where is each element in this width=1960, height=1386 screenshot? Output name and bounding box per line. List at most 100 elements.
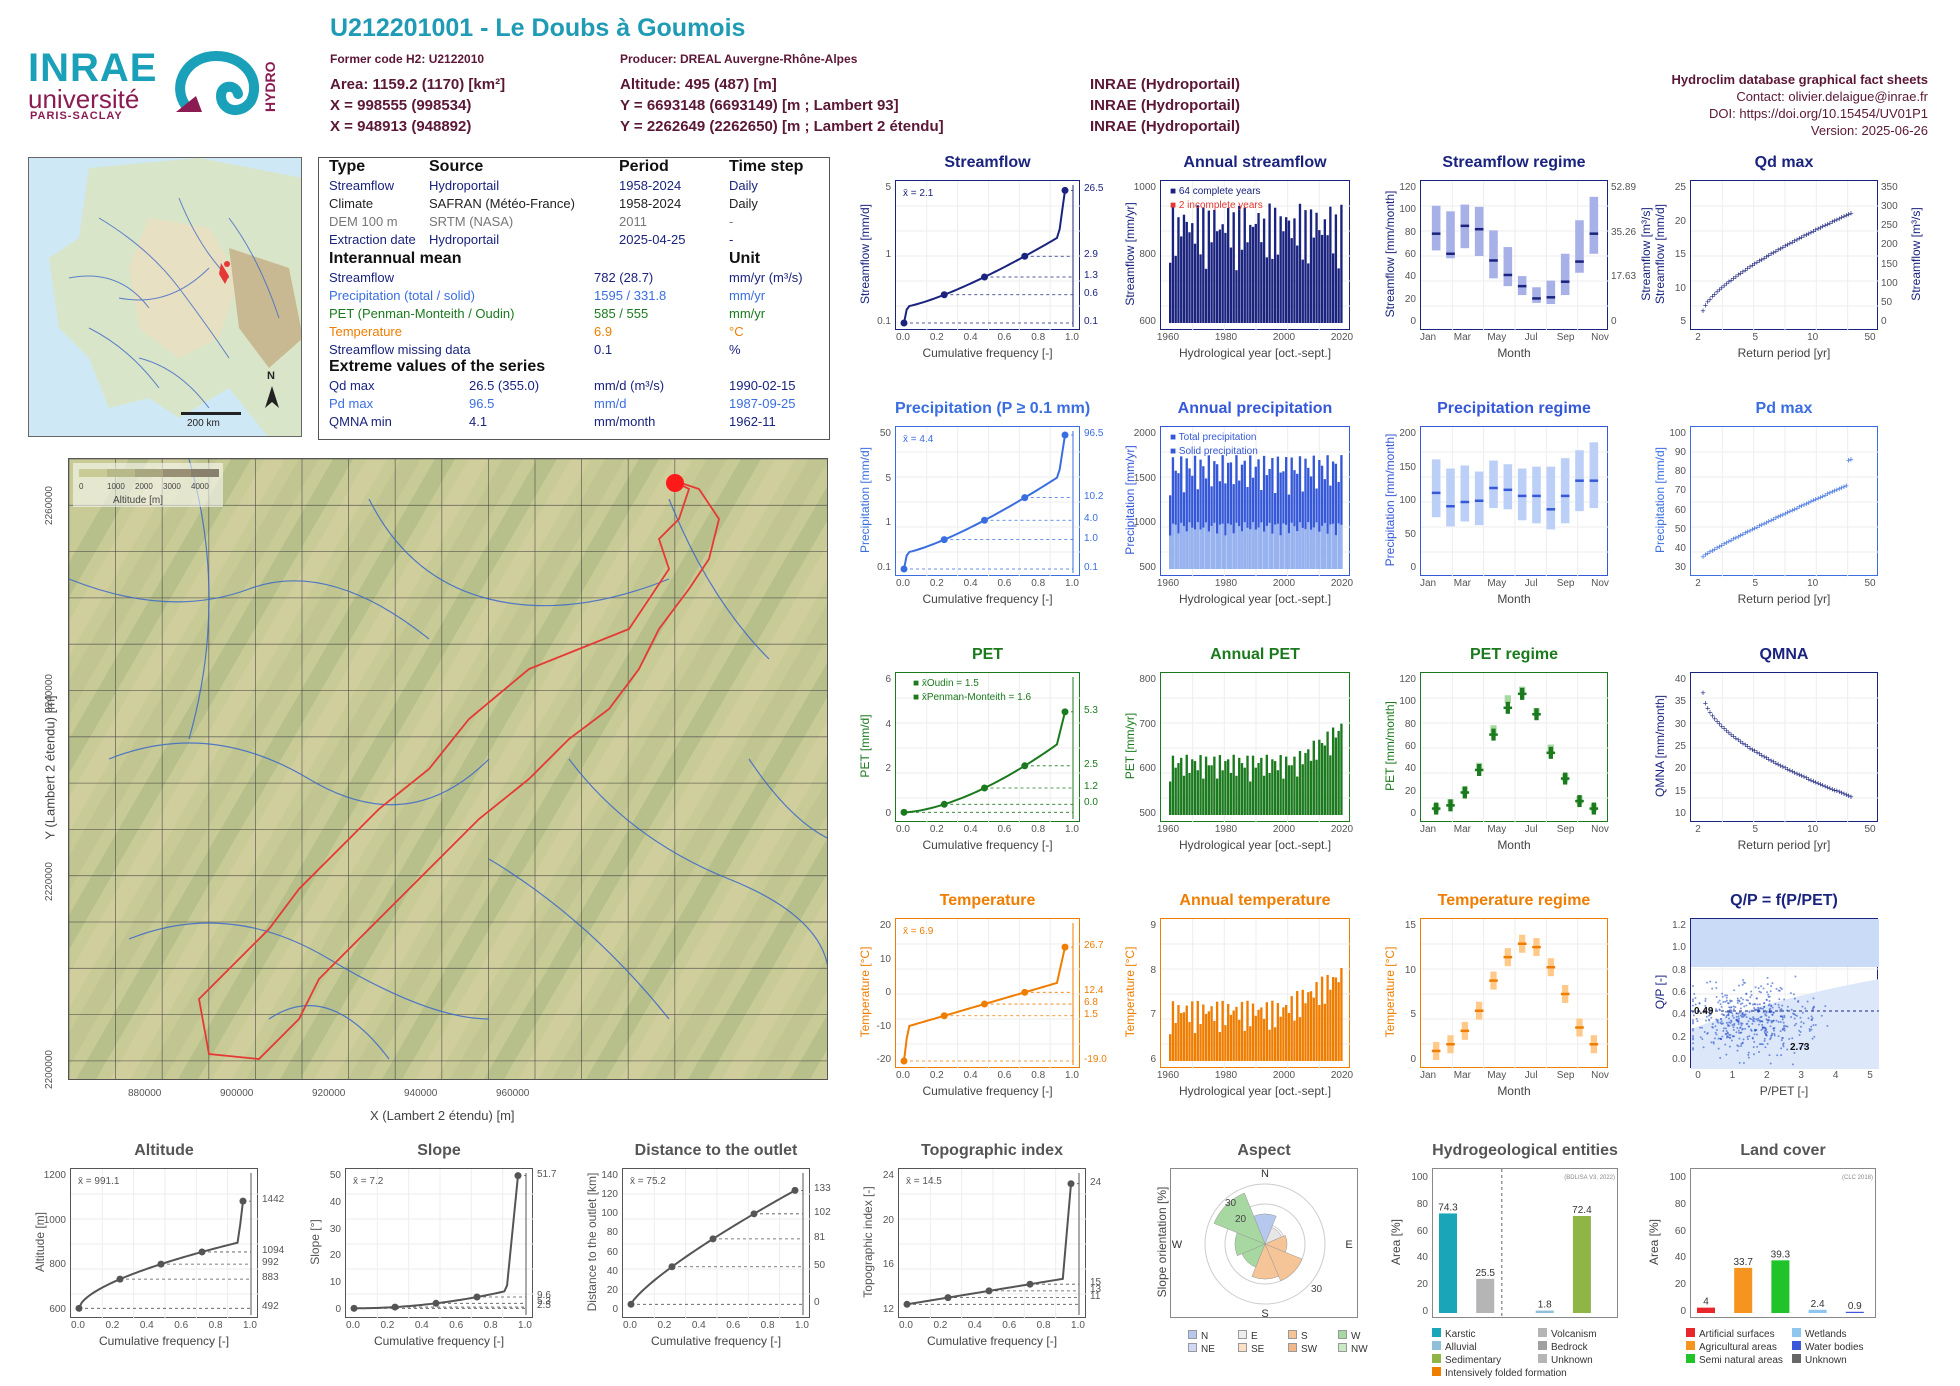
mean-unit: °C (729, 324, 744, 339)
annual_pet-bar (1337, 730, 1340, 815)
annual_temp-xlabel: Hydrological year [oct.-sept.] (1178, 1084, 1332, 1098)
qp-point (1782, 1021, 1785, 1024)
annual_precip-xtick: 2000 (1272, 578, 1296, 589)
annual_precip-bar-solid (1315, 522, 1318, 569)
pd_max-point: + (1719, 540, 1724, 550)
landcover-ytick: 60 (1674, 1225, 1686, 1237)
altitude-ytick: 1200 (43, 1170, 66, 1181)
qp-point (1725, 999, 1728, 1002)
temp_cdf-title: Temperature (939, 892, 1036, 909)
qd_max-point: + (1736, 270, 1741, 280)
annual_pet-bar (1171, 755, 1175, 815)
annual_temp-bar (1174, 1022, 1177, 1061)
annual_temp-bar (1218, 1031, 1222, 1061)
annual_streamflow-plot (1160, 180, 1351, 331)
pd_max-point: + (1797, 502, 1802, 512)
precip_regime-range-box (1431, 459, 1441, 518)
qp-point (1758, 1043, 1761, 1046)
qp-point (1781, 1018, 1784, 1021)
qp-point (1764, 1046, 1767, 1049)
qp-point (1732, 1016, 1735, 1019)
topo-title: Topographic index (921, 1142, 1063, 1159)
qp_ppet-xtick: 2 (1764, 1070, 1770, 1081)
qp-point (1692, 1035, 1694, 1038)
qp-point (1762, 987, 1765, 990)
qp-point (1755, 1018, 1758, 1021)
streamflow_regime-ylabel2: Streamflow [m³/s] (1639, 207, 1653, 301)
hydrogeo-legend-item: Intensively folded formation (1432, 1367, 1567, 1379)
qmna-ytick: 25 (1674, 741, 1686, 752)
qmna-point: + (1754, 748, 1759, 758)
qmna-point: + (1703, 699, 1708, 709)
annual_precip-bar (1279, 472, 1282, 569)
precip_cdf-quantile-label: 1.0 (1084, 532, 1098, 544)
annual_temp-bar (1193, 1033, 1197, 1061)
map-x-tick: 960000 (496, 1088, 530, 1099)
qp-point (1704, 997, 1707, 1000)
precip_regime-range-box (1517, 468, 1527, 521)
river (748, 758, 827, 839)
topo-mean-label: x̄ = 14.5 (906, 1176, 942, 1187)
precip_regime-ytick: 200 (1399, 428, 1416, 439)
qp-point (1767, 1019, 1770, 1022)
qp-point (1803, 1044, 1806, 1047)
pet_cdf-ytick: 0 (885, 808, 891, 819)
qp-point (1801, 1011, 1804, 1014)
qp-point (1760, 1029, 1763, 1032)
pd_max-point: + (1724, 538, 1729, 548)
annual_precip-bar (1215, 464, 1219, 569)
qp-point (1733, 1022, 1736, 1025)
annual_precip-bar-solid (1268, 522, 1271, 569)
altitude-legend-swatch (163, 469, 191, 477)
qd_max-point: + (1825, 219, 1830, 229)
annual_pet-bar (1309, 760, 1313, 815)
qp-point (1781, 1004, 1784, 1007)
annual_precip-bar-solid (1240, 531, 1244, 569)
landcover-ytick: 20 (1674, 1279, 1686, 1291)
row-period: 2011 (619, 214, 647, 229)
annual_precip-bar-solid (1177, 533, 1180, 569)
pet_cdf-quantile-label: 5.3 (1084, 704, 1098, 716)
qp-point (1753, 1020, 1756, 1023)
mean-unit: mm/yr (m³/s) (729, 270, 803, 285)
annual_precip-bar-solid (1279, 535, 1282, 569)
annual_streamflow-bar (1177, 217, 1180, 323)
qp-point (1769, 1036, 1772, 1039)
annual_precip-bar (1340, 455, 1343, 569)
precip_cdf-quantile-label: 96.5 (1084, 428, 1104, 439)
qp-point (1790, 1008, 1793, 1011)
altitude-quantile-label: 1094 (262, 1244, 285, 1256)
row-step: - (729, 232, 734, 247)
qp-point (1763, 1031, 1766, 1034)
qmna-point: + (1848, 792, 1853, 802)
hydrogeo-legend-item: Unknown (1538, 1354, 1593, 1366)
annual_precip-bar (1238, 480, 1241, 569)
aspect-ring (1204, 1183, 1326, 1305)
qp-point (1777, 989, 1780, 992)
extreme-label: QMNA min (329, 414, 392, 429)
altitude-quantile-label: 1442 (262, 1194, 285, 1206)
annual_streamflow-bar (1271, 258, 1274, 323)
pd_max-point: + (1729, 535, 1734, 545)
annual_pet-bar (1180, 757, 1183, 815)
annual_pet-bar (1265, 754, 1269, 815)
station-title: U212201001 - Le Doubs à Goumois (330, 14, 746, 42)
doi-link[interactable]: DOI: https://doi.org/10.15454/UV01P1 (1709, 106, 1928, 121)
annual_precip-xtick: 1960 (1156, 578, 1180, 589)
qd_max-point: + (1818, 223, 1823, 233)
hydro-logo-text: HYDRO (262, 61, 278, 112)
landcover-legend-item: Agricultural areas (1686, 1341, 1777, 1353)
annual_precip-ytick: 2000 (1133, 428, 1156, 439)
pd_max-point: + (1792, 504, 1797, 514)
qp-point (1711, 1025, 1714, 1028)
qd_max-point: + (1827, 218, 1832, 228)
annual_streamflow-bar (1169, 262, 1172, 323)
qd_max-point: + (1740, 267, 1745, 277)
qp-point (1729, 1021, 1732, 1024)
temp_cdf-xtick: 0.2 (929, 1070, 944, 1081)
qp-point (1712, 1042, 1715, 1045)
qp-point (1745, 999, 1748, 1002)
qp-point (1746, 1038, 1749, 1041)
annual_temp-bar (1246, 1000, 1249, 1061)
annual_pet-bar (1169, 781, 1172, 815)
